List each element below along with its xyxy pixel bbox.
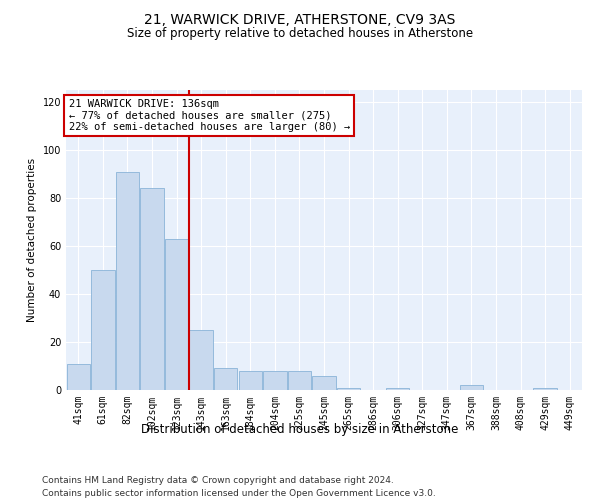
Bar [460, 385, 483, 390]
Bar [165, 239, 188, 390]
Text: Size of property relative to detached houses in Atherstone: Size of property relative to detached ho… [127, 28, 473, 40]
Bar [533, 388, 557, 390]
Bar [67, 364, 90, 390]
Text: 21, WARWICK DRIVE, ATHERSTONE, CV9 3AS: 21, WARWICK DRIVE, ATHERSTONE, CV9 3AS [145, 12, 455, 26]
Text: Contains HM Land Registry data © Crown copyright and database right 2024.
Contai: Contains HM Land Registry data © Crown c… [42, 476, 436, 498]
Bar [140, 188, 164, 390]
Bar [263, 371, 287, 390]
Bar [288, 371, 311, 390]
Bar [313, 376, 335, 390]
Bar [386, 388, 409, 390]
Text: 21 WARWICK DRIVE: 136sqm
← 77% of detached houses are smaller (275)
22% of semi-: 21 WARWICK DRIVE: 136sqm ← 77% of detach… [68, 99, 350, 132]
Bar [116, 172, 139, 390]
Bar [239, 371, 262, 390]
Bar [337, 388, 360, 390]
Bar [91, 270, 115, 390]
Y-axis label: Number of detached properties: Number of detached properties [27, 158, 37, 322]
Bar [214, 368, 238, 390]
Text: Distribution of detached houses by size in Atherstone: Distribution of detached houses by size … [142, 422, 458, 436]
Bar [190, 330, 213, 390]
